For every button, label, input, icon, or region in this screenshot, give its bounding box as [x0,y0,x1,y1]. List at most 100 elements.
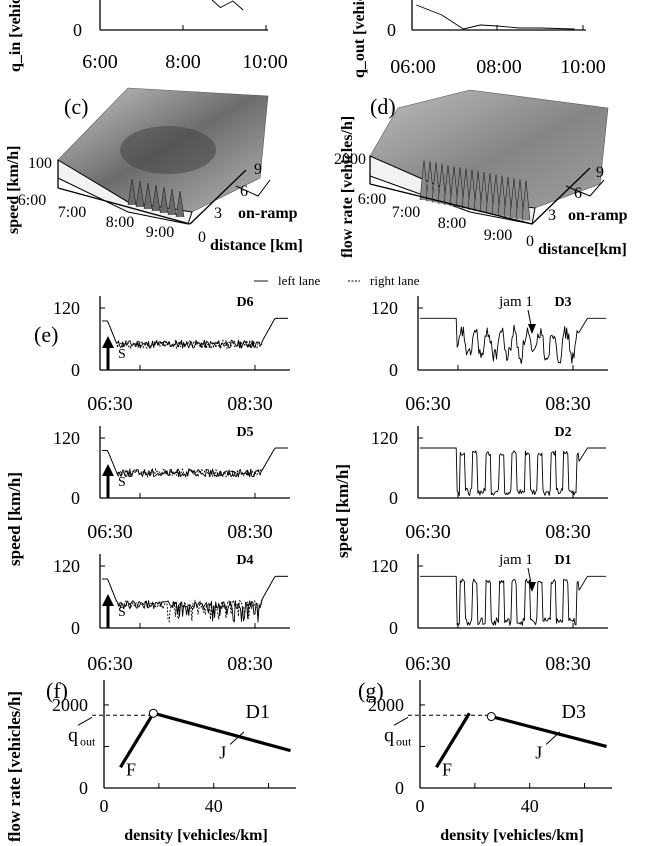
panel-b-xtick-2: 10:00 [560,56,606,78]
synchronized-flow-label: S [118,605,126,620]
fund-ylabel: flow rate [vehicles/h] [5,691,24,842]
panel-c-tick-t3: 9:00 [146,224,174,241]
speed-xtick-0830: 08:30 [227,521,273,543]
fund-ytick-2000: 2000 [52,695,88,715]
synchronized-flow-arrowhead [102,336,114,348]
surface-ridge [443,164,453,205]
panel-c-tick-t0: 6:00 [18,192,46,209]
free-flow-label: F [126,760,136,780]
panel-d-ramp-pointer [565,179,605,197]
fund-xlabel: density [vehicles/km] [124,827,268,844]
panel-c-ztick: 100 [28,155,52,172]
legend: left lane right lane [254,273,420,288]
surface-ridge [473,170,483,211]
panel-d-tick-d2: 6 [574,185,582,202]
panel-a-xtick-0: 6:00 [82,51,118,73]
surface-ridge [167,188,177,216]
speed-xtick-0630: 06:30 [405,393,451,415]
fund-xtick-0: 0 [100,796,109,816]
fundamental-panel-d3: (g) D3 0 40 2000 0 density [vehicles/km] F Jq out [358,678,612,844]
surface-ridge [461,168,471,209]
fund-xtick-0: 0 [416,796,425,816]
speed-ytick-120: 120 [53,298,80,318]
panel-d-label: (d) [370,94,396,119]
speed-xtick-0630: 06:30 [87,393,133,415]
surface-ridge [521,180,531,221]
surface-ridge [431,162,441,203]
surface-ridge [503,176,513,217]
panel-d: (d) 2000 6:00 7:00 8:00 9:00 0 3 6 9 on-… [334,89,628,258]
speed-ytick-0: 0 [389,488,398,508]
qout-label: q [68,724,78,746]
panel-c-ramp-pointer [235,179,271,197]
fund-ytick-2000: 2000 [368,695,404,715]
detector-label: D4 [236,553,253,568]
speed-ytick-120: 120 [371,298,398,318]
surface-ridge [127,178,137,206]
speed-ytick-120: 120 [53,556,80,576]
panel-a-ylabel-main: q_in [vehic [7,0,24,72]
speed-series-right-lane [102,447,288,479]
speed-xtick-0830: 08:30 [545,653,591,675]
speed-panel-d5: 120 0 06:30 08:30 D5 S [53,425,290,543]
speed-xtick-0830: 08:30 [545,393,591,415]
qout-pointer [77,716,93,726]
surface-ridge [159,186,169,214]
panel-c-tick-t2: 8:00 [106,214,134,231]
fundamental-detector-label: D3 [562,701,586,723]
panel-a-xtick-2: 10:00 [242,51,288,73]
panel-c-tick-d3: 9 [254,161,262,178]
line-j-label: J [219,742,226,762]
surface-ridge [437,163,447,204]
panel-d-tick-t2: 8:00 [438,215,466,232]
speed-ylabel-right: speed [km/h] [333,464,352,558]
jam-pointer-head [528,582,536,592]
legend-right-lane: right lane [370,273,420,288]
panel-c-label: (c) [64,94,88,119]
speed-ytick-0: 0 [71,488,80,508]
surface-ridge [485,173,495,214]
fundamental-detector-label: D1 [246,701,270,723]
qout-label: q [384,724,394,746]
detector-label: D2 [554,425,571,440]
speed-panel-d3: 120 0 06:30 08:30 D3 jam 1 [371,294,608,415]
detector-label: D1 [554,553,571,568]
surface-ridge [419,159,429,201]
free-flow-branch [119,712,155,769]
speed-ytick-0: 0 [71,360,80,380]
panel-b: 0 06:00 08:00 10:00 q_out [vehic [351,0,606,78]
surface-c-dip [120,126,216,174]
panel-b-series [416,4,575,30]
speed-series-right-lane [102,317,288,350]
panel-d-tick-d3: 9 [596,164,604,181]
panel-d-zlabel: flow rate [vehicles/h] [339,116,356,258]
panel-a-ylabel: q_in [vehic [7,0,24,72]
speed-xtick-0630: 06:30 [87,521,133,543]
speed-series-left-lane [102,317,288,349]
fundamental-panel-d1: (f) D1 0 40 2000 0 density [vehicles/km] F Jq out [46,678,296,844]
speed-xtick-0830: 08:30 [227,653,273,675]
speed-ytick-120: 120 [371,556,398,576]
qout-sub-label: out [396,734,412,748]
panel-d-tick-t0: 6:00 [358,191,386,208]
surface-ridge [135,180,145,208]
speed-panel-d4: 120 0 06:30 08:30 D4 S [53,553,290,675]
panel-d-tick-d0: 0 [526,233,534,250]
panel-c-dlabel: distance [km] [210,237,303,254]
fund-xlabel: density [vehicles/km] [440,827,584,844]
speed-ytick-120: 120 [53,428,80,448]
panel-c-tick-t1: 7:00 [58,204,86,221]
surface-ridge [175,190,185,218]
panel-a-series [211,0,244,11]
max-flow-point [148,708,158,718]
speed-series-left-lane [420,317,606,365]
speed-xtick-0630: 06:30 [87,653,133,675]
speed-ytick-120: 120 [371,428,398,448]
speed-ytick-0: 0 [389,360,398,380]
speed-ytick-0: 0 [71,618,80,638]
line-j [152,711,291,753]
jam-pointer-head [528,324,536,334]
surface-d-ridges [419,159,531,221]
